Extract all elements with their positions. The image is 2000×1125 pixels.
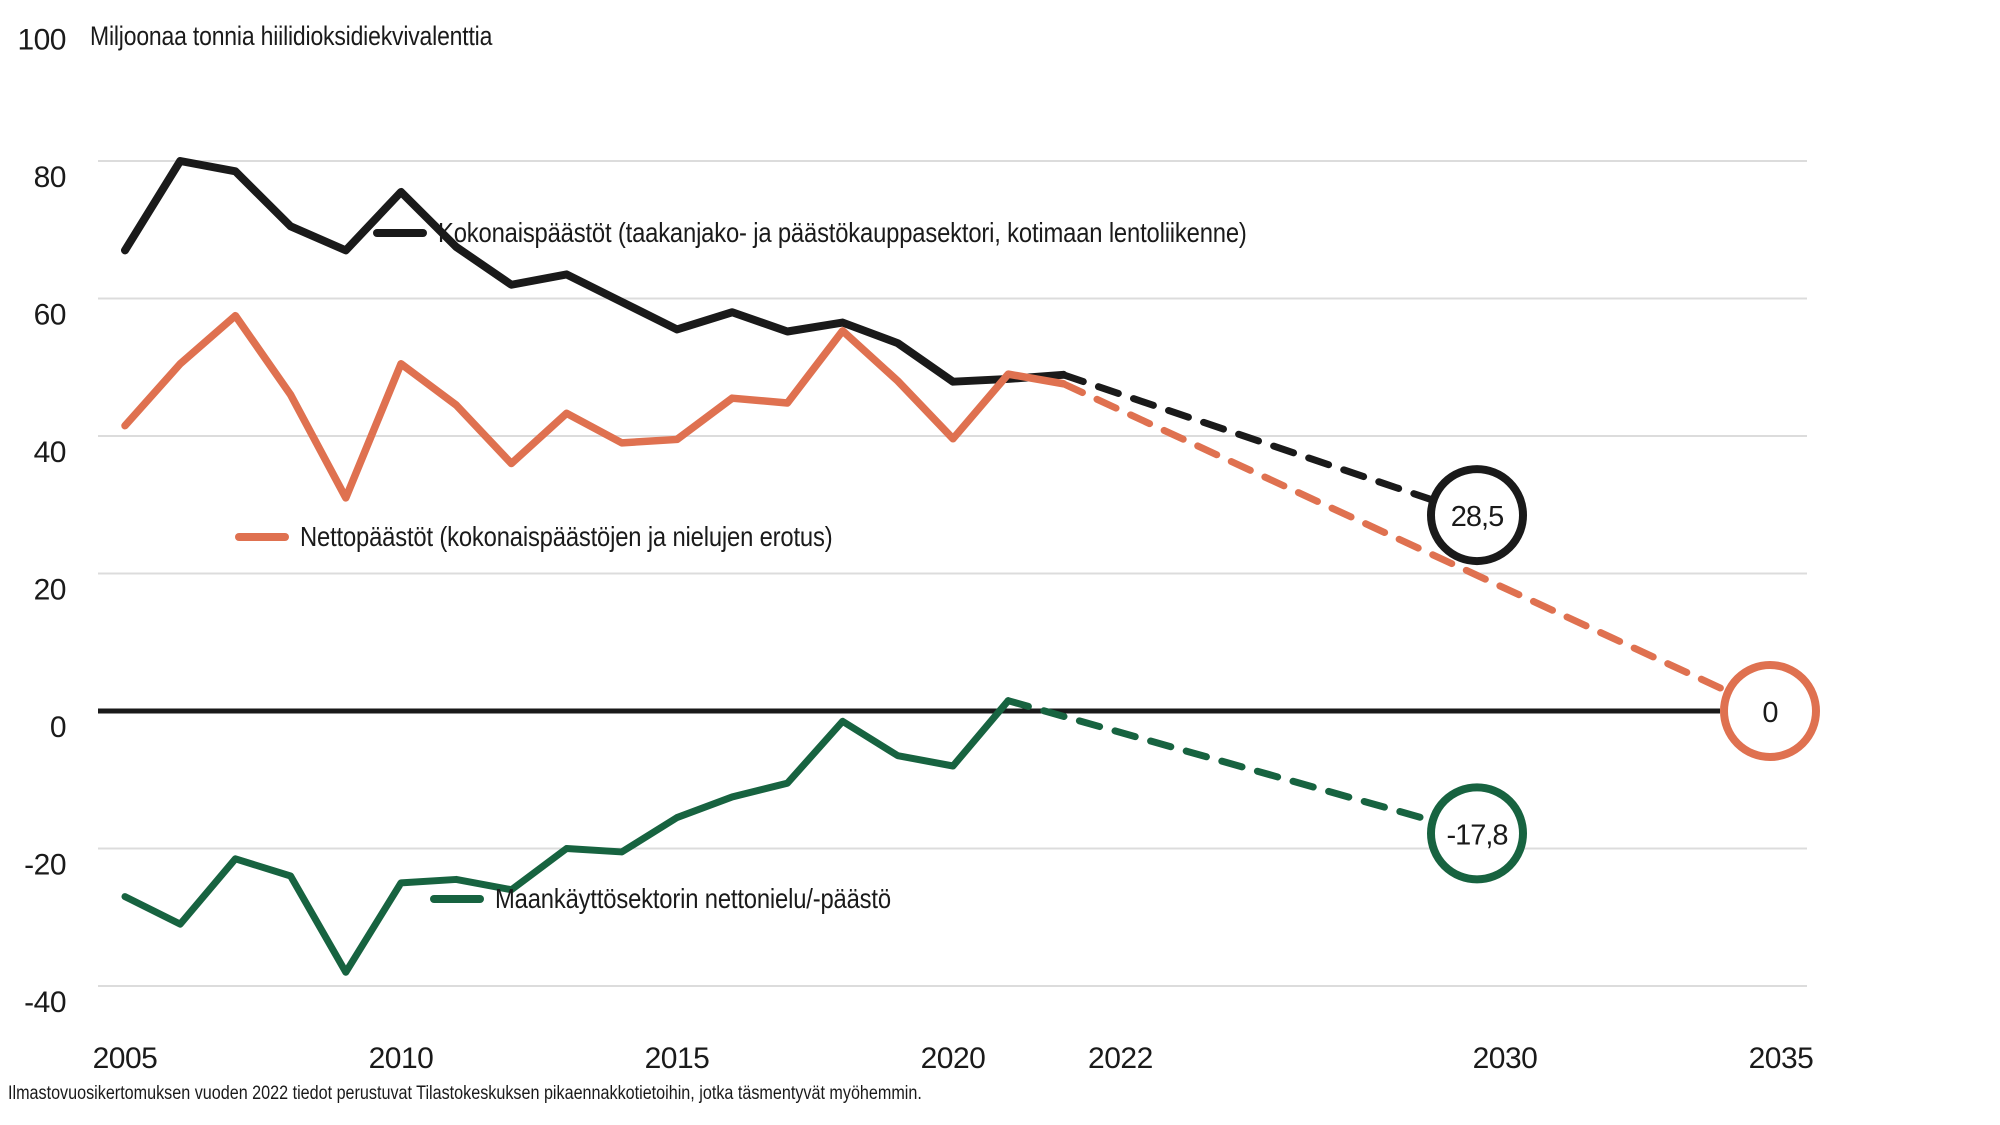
y-axis-tick-label: 100 xyxy=(17,24,66,57)
total-emissions-line-swatch xyxy=(373,229,427,237)
projection-line-maankayttosektori xyxy=(1004,697,1481,837)
y-axis-tick-label: -40 xyxy=(24,986,66,1019)
series-line-nettopaastot xyxy=(121,311,1068,502)
projection-line-kokonaispaastot xyxy=(1059,371,1481,519)
axis-title: Miljoonaa tonnia hiilidioksidiekvivalent… xyxy=(90,21,493,51)
legend-total-emissions-label: Kokonaispäästöt (taakanjako- ja päästöka… xyxy=(438,217,1247,248)
y-axis-tick-label: 20 xyxy=(34,574,66,607)
projection-value-label-nettopaastot: 0 xyxy=(1762,697,1777,729)
x-axis-tick-label: 2035 xyxy=(1749,1042,1814,1075)
y-axis-tick-label: 80 xyxy=(34,161,66,194)
legend-net-emissions: Nettopäästöt (kokonaispäästöjen ja nielu… xyxy=(235,519,926,555)
series-line-kokonaispaastot xyxy=(121,157,1068,386)
legend-land-use-label: Maankäyttösektorin nettonielu/-päästö xyxy=(495,883,891,914)
projection-value-label-kokonaispaastot: 28,5 xyxy=(1451,501,1503,533)
legend-total-emissions: Kokonaispäästöt (taakanjako- ja päästöka… xyxy=(373,215,1389,251)
x-axis-tick-label: 2022 xyxy=(1088,1042,1153,1075)
x-axis-tick-label: 2020 xyxy=(921,1042,986,1075)
projection-value-label-maankayttosektori: -17,8 xyxy=(1446,819,1507,851)
projection-circle-nettopaastot xyxy=(1720,661,1820,761)
legend-land-use-sector: Maankäyttösektorin nettonielu/-päästö xyxy=(430,881,961,917)
x-axis-tick-label: 2010 xyxy=(369,1042,434,1075)
projection-circle-kokonaispaastot xyxy=(1427,465,1527,566)
land-use-line-swatch xyxy=(430,895,484,903)
projection-circle-maankayttosektori xyxy=(1427,783,1527,884)
y-axis-tick-label: 60 xyxy=(34,299,66,332)
series-line-maankayttosektori xyxy=(121,697,1012,976)
y-axis-tick-label: -20 xyxy=(24,849,66,882)
net-emissions-line-swatch xyxy=(235,533,289,541)
y-axis-tick-label: 40 xyxy=(34,436,66,469)
footnote: Ilmastovuosikertomuksen vuoden 2022 tied… xyxy=(8,1083,922,1104)
y-axis-tick-label: 0 xyxy=(50,711,66,744)
projection-line-nettopaastot xyxy=(1059,380,1774,715)
x-axis-tick-label: 2030 xyxy=(1473,1042,1538,1075)
x-axis-tick-label: 2005 xyxy=(93,1042,158,1075)
x-axis-tick-label: 2015 xyxy=(645,1042,710,1075)
legend-net-emissions-label: Nettopäästöt (kokonaispäästöjen ja nielu… xyxy=(300,521,833,552)
